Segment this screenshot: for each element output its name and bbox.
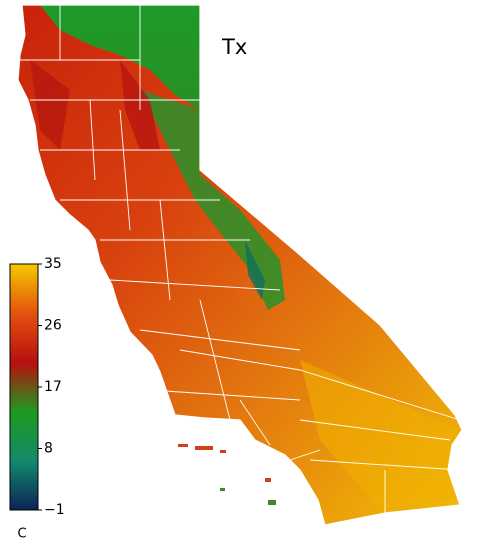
islands	[178, 444, 276, 505]
colorbar-tick-label: 17	[44, 379, 62, 395]
colorbar: 35 26 17 8 −1	[9, 256, 65, 518]
colorbar-scale	[9, 263, 39, 511]
colorbar-tick-label: 26	[44, 318, 62, 334]
map-title: Tx	[221, 35, 247, 59]
colorbar-tick-label: −1	[44, 502, 65, 518]
county-lines	[20, 5, 461, 513]
colorbar-unit: C	[17, 527, 26, 542]
colorbar-tick-label: 35	[44, 256, 62, 272]
colorbar-tick-label: 8	[44, 441, 53, 457]
